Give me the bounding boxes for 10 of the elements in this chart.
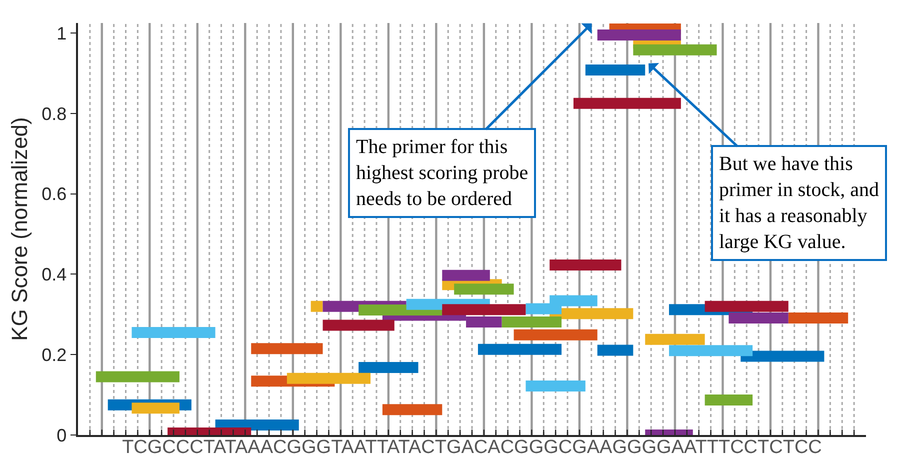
y-tick-label: 0.8 [42, 104, 67, 124]
y-tick-label: 0.6 [42, 184, 67, 204]
y-tick-label: 0 [56, 425, 67, 446]
annotation: The primer for this highest scoring probe needs to be ordered [356, 136, 528, 210]
x-axis-title: TCGCCCTATAAACGGGTAATTATACTGACACGGGCGAAGGGGAATTTCCTCTCC [122, 437, 822, 458]
annotation: But we have this primer in stock, and it has a reasonably large KG value. [719, 153, 879, 253]
y-tick-label: 0.2 [42, 344, 67, 365]
y-tick-label: 1 [56, 23, 67, 44]
y-tick-label: 0.4 [42, 264, 67, 285]
y-axis-title: KG Score (normalized) [6, 117, 32, 341]
